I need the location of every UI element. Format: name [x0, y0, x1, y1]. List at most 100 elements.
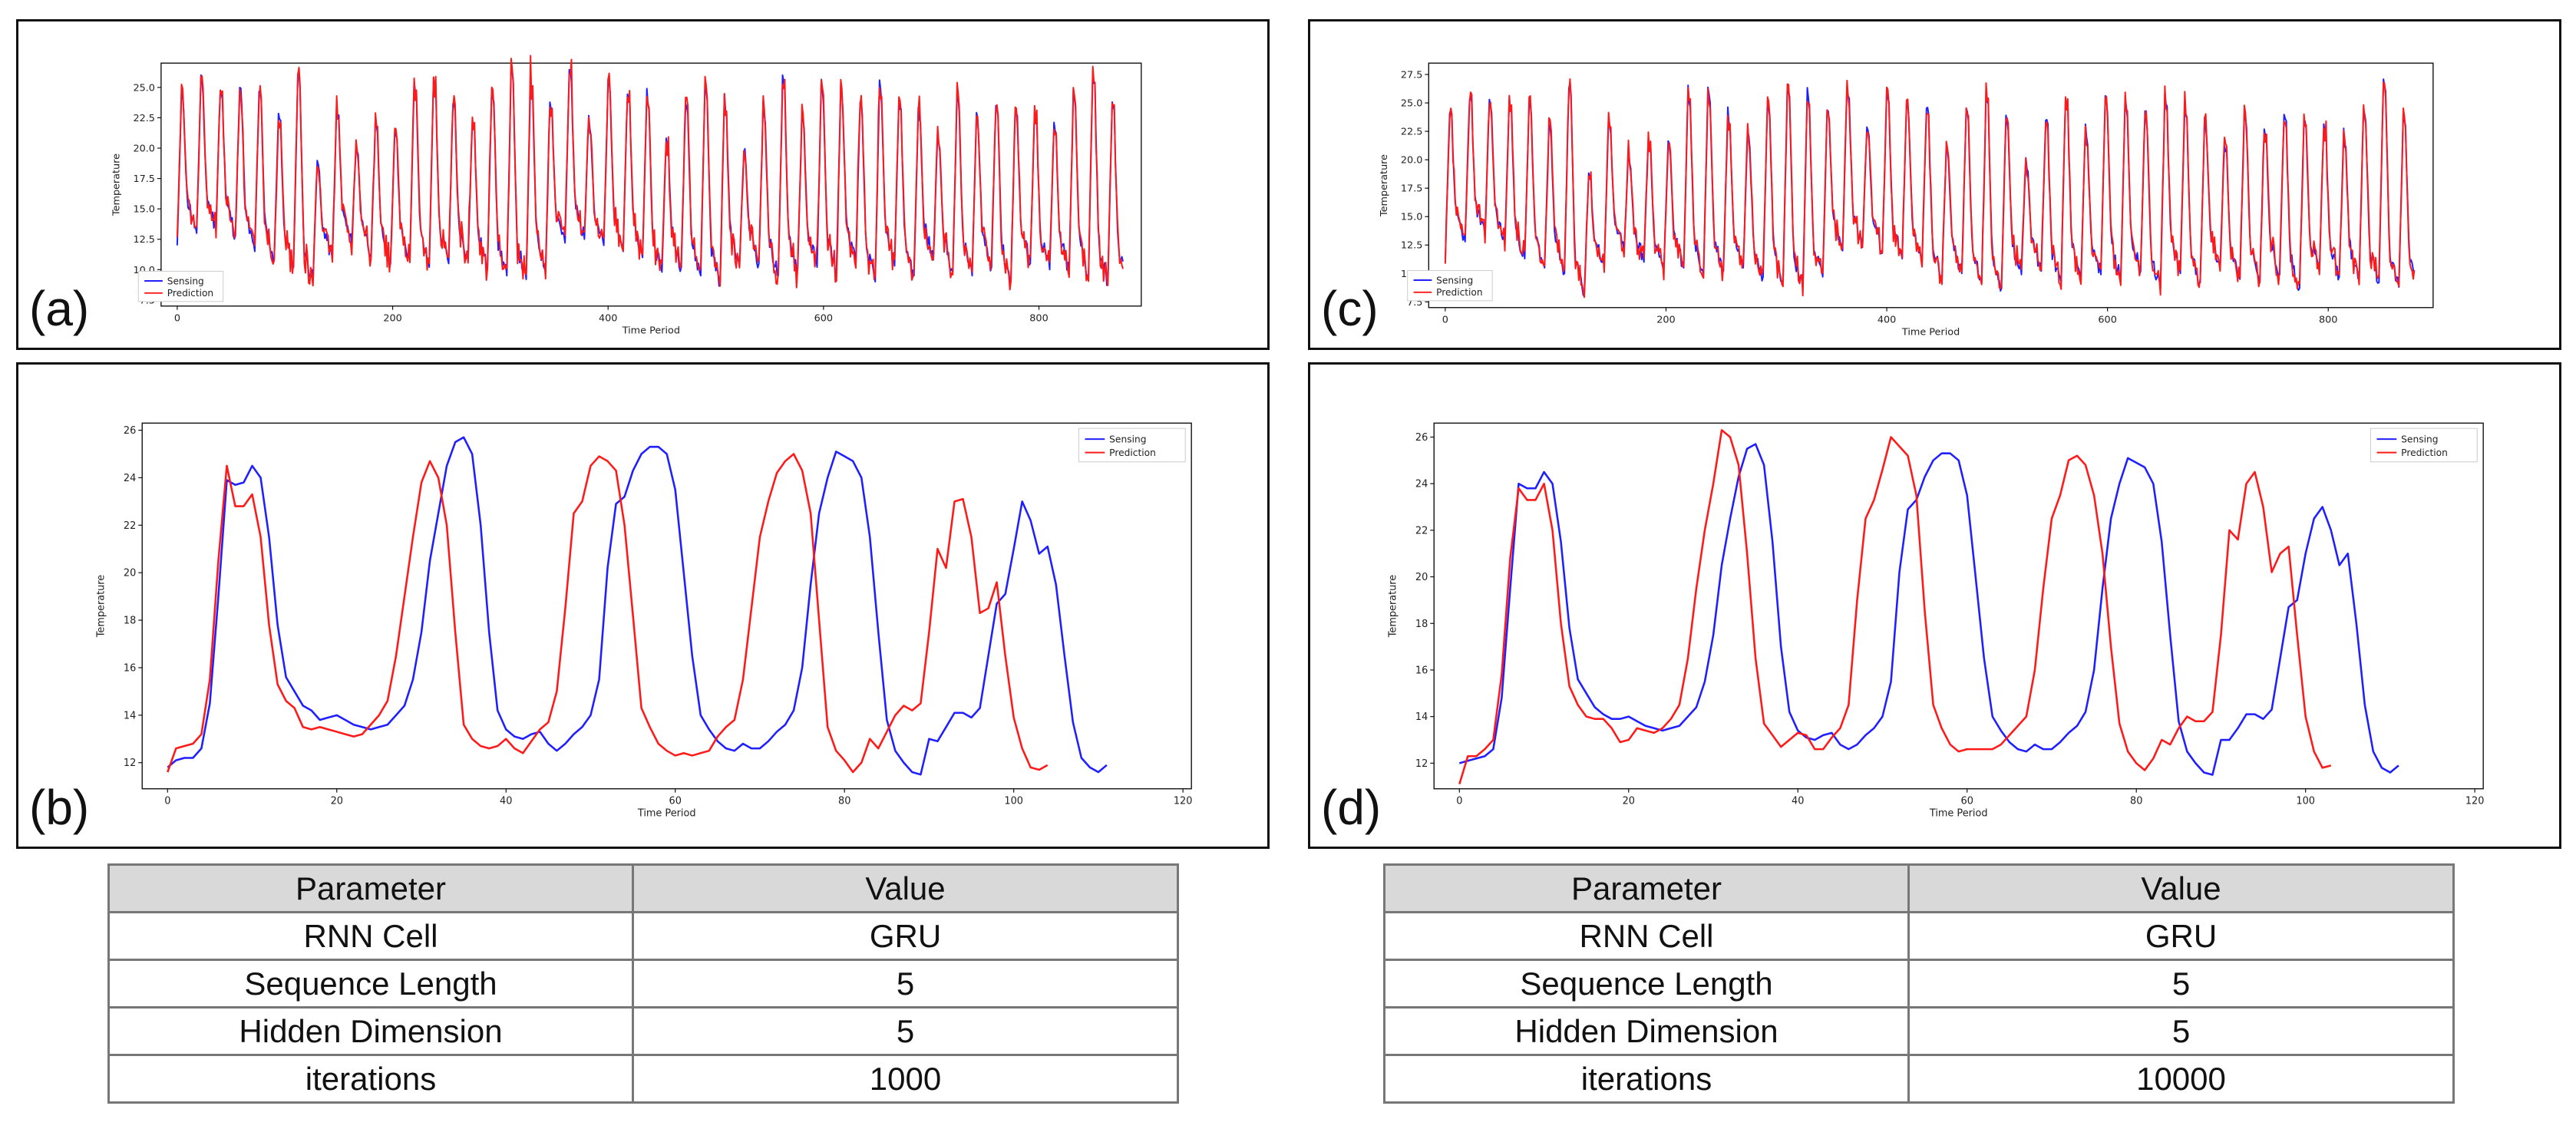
- x-tick-label: 800: [2319, 314, 2337, 325]
- param-name: RNN Cell: [1385, 913, 1909, 960]
- y-tick-label: 20: [124, 568, 136, 579]
- x-tick-label: 0: [164, 796, 170, 807]
- chart-a: 02004006008007.510.012.515.017.520.022.5…: [18, 21, 1267, 348]
- y-axis-label: Temperature: [1379, 154, 1390, 217]
- param-value: 1000: [633, 1055, 1178, 1103]
- series-line-prediction: [167, 454, 1047, 772]
- legend-label-prediction: Prediction: [167, 288, 213, 299]
- x-tick-label: 0: [1442, 314, 1448, 325]
- y-tick-label: 27.5: [1401, 70, 1423, 81]
- param-value: 5: [1909, 1008, 2454, 1055]
- x-tick-label: 0: [1456, 796, 1462, 807]
- x-tick-label: 400: [1878, 314, 1896, 325]
- plot-frame: [1434, 423, 2483, 788]
- x-axis-label: Time Period: [1929, 808, 1988, 820]
- param-value: 5: [633, 960, 1178, 1008]
- y-tick-label: 17.5: [1401, 183, 1423, 195]
- x-tick-label: 600: [2098, 314, 2116, 325]
- y-tick-label: 18: [1415, 619, 1428, 630]
- panel-label-d: (d): [1321, 779, 1381, 836]
- x-tick-label: 0: [174, 312, 180, 324]
- series-line-prediction: [1459, 430, 2330, 784]
- legend-label-sensing: Sensing: [167, 276, 204, 286]
- x-tick-label: 400: [599, 312, 617, 324]
- y-tick-label: 15.0: [1401, 212, 1423, 223]
- y-tick-label: 12: [124, 758, 136, 769]
- params-table-right: Parameter Value RNN Cell GRU Sequence Le…: [1383, 863, 2455, 1104]
- x-tick-label: 60: [1961, 796, 1973, 807]
- x-tick-label: 800: [1029, 312, 1048, 324]
- y-tick-label: 20.0: [133, 144, 155, 155]
- x-axis-label: Time Period: [622, 325, 680, 337]
- plot-frame: [142, 423, 1191, 788]
- param-name: iterations: [1385, 1055, 1909, 1103]
- legend-label-prediction: Prediction: [1109, 447, 1156, 458]
- y-tick-label: 24: [124, 473, 136, 484]
- x-tick-label: 200: [1656, 314, 1675, 325]
- param-value: 10000: [1909, 1055, 2454, 1103]
- x-axis-label: Time Period: [1901, 327, 1960, 338]
- series-line-sensing: [167, 437, 1107, 774]
- x-tick-label: 20: [331, 796, 343, 807]
- table-row: RNN Cell GRU: [1385, 913, 2454, 960]
- header-value: Value: [633, 865, 1178, 913]
- y-tick-label: 22: [1415, 525, 1428, 536]
- legend-label-sensing: Sensing: [1109, 434, 1146, 444]
- y-tick-label: 22.5: [133, 113, 155, 124]
- legend-label-prediction: Prediction: [2401, 447, 2448, 458]
- chart-d: 0 20 40 60 80 100 120 12 14 16 18 20 22 24 26 Time Peri…: [1310, 365, 2559, 847]
- y-axis-label: Temperature: [1388, 575, 1399, 639]
- series-line-prediction: [177, 55, 1123, 289]
- y-tick-label: 22: [124, 520, 136, 532]
- y-tick-label: 22.5: [1401, 127, 1423, 138]
- y-tick-label: 14: [124, 710, 136, 721]
- table-header-row: Parameter Value: [109, 865, 1178, 913]
- x-tick-label: 80: [838, 796, 850, 807]
- panel-c: 02004006008007.510.012.515.017.520.022.5…: [1308, 19, 2561, 350]
- legend-label-sensing: Sensing: [1436, 275, 1473, 286]
- table-row: Sequence Length 5: [109, 960, 1178, 1008]
- chart-b: 0 20 40 60 80 100 120 12 14 16 18 20 22 24 26 Time Peri…: [18, 365, 1267, 847]
- param-value: 5: [1909, 960, 2454, 1008]
- y-tick-label: 17.5: [133, 173, 155, 185]
- param-name: Hidden Dimension: [1385, 1008, 1909, 1055]
- param-name: Sequence Length: [1385, 960, 1909, 1008]
- y-tick-label: 16: [1415, 665, 1428, 676]
- x-tick-label: 120: [1174, 796, 1193, 807]
- x-tick-label: 200: [383, 312, 401, 324]
- legend-label-sensing: Sensing: [2401, 434, 2438, 444]
- params-table-left: Parameter Value RNN Cell GRU Sequence Le…: [107, 863, 1179, 1104]
- param-name: Hidden Dimension: [109, 1008, 633, 1055]
- series-line-sensing: [1459, 444, 2399, 775]
- panel-b: 0 20 40 60 80 100 120 12 14 16 18 20 22 24 26 Time Peri…: [16, 362, 1270, 849]
- y-tick-label: 18: [124, 616, 136, 627]
- y-tick-label: 12: [1415, 758, 1428, 770]
- header-parameter: Parameter: [109, 865, 633, 913]
- table-row: iterations 1000: [109, 1055, 1178, 1103]
- table-header-row: Parameter Value: [1385, 865, 2454, 913]
- x-tick-label: 100: [2296, 796, 2315, 807]
- table-row: RNN Cell GRU: [109, 913, 1178, 960]
- chart-c: 02004006008007.510.012.515.017.520.022.5…: [1310, 21, 2559, 348]
- panel-label-a: (a): [29, 280, 89, 337]
- header-parameter: Parameter: [1385, 865, 1909, 913]
- y-axis-label: Temperature: [96, 575, 107, 639]
- param-value: 5: [633, 1008, 1178, 1055]
- x-tick-label: 100: [1004, 796, 1023, 807]
- y-axis-label: Temperature: [111, 154, 123, 216]
- param-name: RNN Cell: [109, 913, 633, 960]
- y-tick-label: 20.0: [1401, 155, 1423, 167]
- y-tick-label: 16: [124, 662, 136, 674]
- table-row: Hidden Dimension 5: [1385, 1008, 2454, 1055]
- y-tick-label: 26: [1415, 432, 1428, 444]
- param-name: iterations: [109, 1055, 633, 1103]
- param-name: Sequence Length: [109, 960, 633, 1008]
- y-tick-label: 25.0: [1401, 98, 1423, 110]
- table-row: Hidden Dimension 5: [109, 1008, 1178, 1055]
- x-tick-label: 80: [2130, 796, 2142, 807]
- table-row: iterations 10000: [1385, 1055, 2454, 1103]
- y-tick-label: 26: [124, 425, 136, 437]
- panel-label-c: (c): [1321, 280, 1379, 337]
- panel-label-b: (b): [29, 779, 89, 836]
- x-tick-label: 40: [500, 796, 512, 807]
